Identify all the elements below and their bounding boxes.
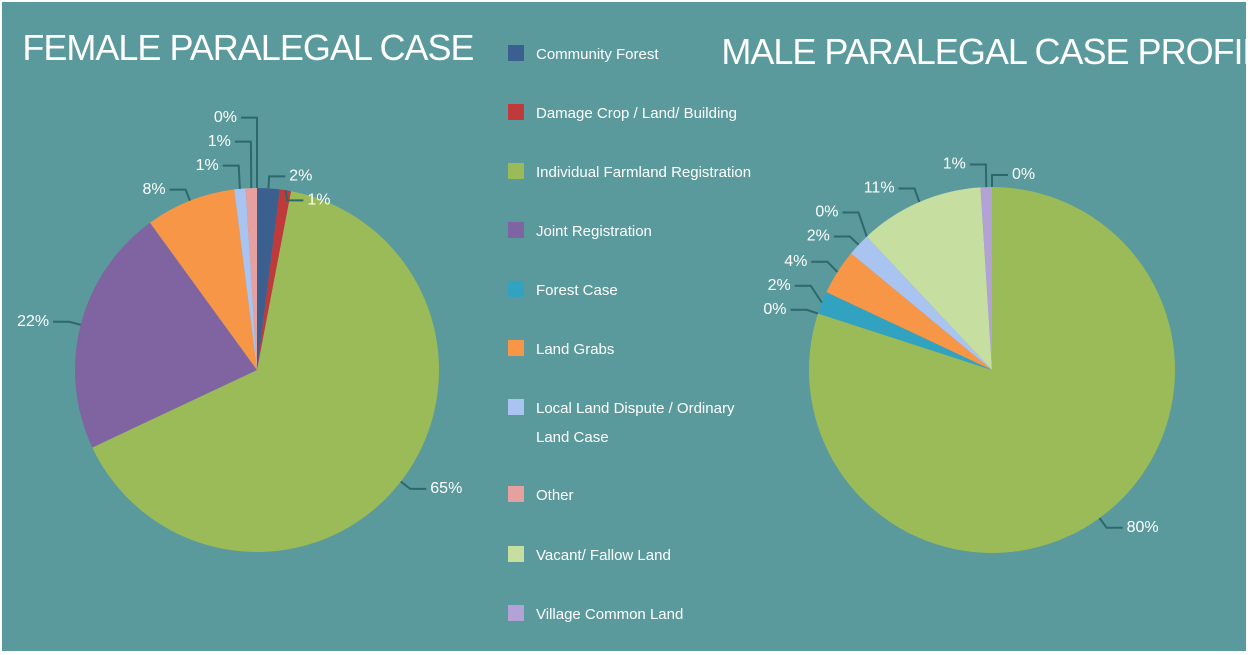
legend-swatch bbox=[508, 486, 524, 502]
legend-label: Community Forest bbox=[536, 46, 659, 63]
value-label: 1% bbox=[307, 192, 330, 209]
value-label: 2% bbox=[768, 277, 791, 294]
value-label: 0% bbox=[1012, 166, 1035, 183]
legend-item: Vacant/ Fallow Land bbox=[508, 541, 758, 570]
leader-line bbox=[969, 163, 988, 188]
leader-line bbox=[53, 320, 81, 326]
leader-line bbox=[1098, 517, 1123, 529]
pie-slice bbox=[92, 191, 440, 552]
pie-slice bbox=[150, 189, 257, 370]
legend-swatch bbox=[508, 222, 524, 238]
legend-item: Land Grabs bbox=[508, 335, 758, 364]
legend-item: Other bbox=[508, 481, 758, 510]
pie-slice bbox=[817, 292, 992, 370]
legend-swatch bbox=[508, 340, 524, 356]
pie-slice bbox=[850, 236, 992, 370]
leader-line bbox=[400, 480, 427, 490]
legend-swatch bbox=[508, 163, 524, 179]
legend-label: Local Land Dispute / Ordinary Land Case bbox=[536, 400, 735, 446]
leader-line bbox=[284, 190, 304, 202]
leader-line bbox=[898, 187, 921, 203]
legend-item: Community Forest bbox=[508, 40, 758, 69]
legend-swatch bbox=[508, 281, 524, 297]
leader-line bbox=[241, 116, 258, 188]
value-label: 1% bbox=[943, 156, 966, 173]
legend-label: Vacant/ Fallow Land bbox=[536, 547, 671, 564]
pie-slice bbox=[866, 187, 992, 370]
leader-line bbox=[234, 140, 253, 189]
value-label: 1% bbox=[208, 133, 231, 150]
leader-line bbox=[222, 164, 241, 189]
legend-label: Land Grabs bbox=[536, 341, 615, 358]
value-label: 2% bbox=[289, 168, 312, 185]
pie-slice bbox=[826, 253, 992, 370]
legend-swatch bbox=[508, 546, 524, 562]
legend-label: Village Common Land bbox=[536, 606, 684, 623]
value-label: 80% bbox=[1127, 519, 1159, 536]
legend-item: Local Land Dispute / Ordinary Land Case bbox=[508, 394, 758, 452]
leader-line bbox=[790, 308, 819, 315]
legend-swatch bbox=[508, 605, 524, 621]
legend-item: Village Common Land bbox=[508, 600, 758, 629]
legend-item: Individual Farmland Registration bbox=[508, 158, 758, 187]
leader-line bbox=[842, 211, 868, 237]
pie-slice bbox=[257, 188, 280, 370]
value-label: 8% bbox=[142, 181, 165, 198]
pie-slice bbox=[257, 189, 292, 370]
value-label: 4% bbox=[784, 253, 807, 270]
pie-slice bbox=[980, 187, 992, 370]
value-label: 0% bbox=[763, 301, 786, 318]
leader-line bbox=[811, 260, 839, 273]
legend-label: Damage Crop / Land/ Building bbox=[536, 105, 737, 122]
leader-line bbox=[833, 235, 860, 246]
legend-swatch bbox=[508, 45, 524, 61]
legend-item: Damage Crop / Land/ Building bbox=[508, 99, 758, 128]
legend-label: Joint Registration bbox=[536, 223, 652, 240]
value-label: 22% bbox=[17, 313, 49, 330]
value-label: 0% bbox=[214, 109, 237, 126]
leader-line bbox=[267, 175, 286, 189]
pie-slice bbox=[75, 222, 258, 448]
legend-label: Forest Case bbox=[536, 282, 618, 299]
value-label: 0% bbox=[815, 204, 838, 221]
value-label: 1% bbox=[196, 157, 219, 174]
legend-swatch bbox=[508, 104, 524, 120]
legend-item: Forest Case bbox=[508, 276, 758, 305]
value-label: 65% bbox=[430, 480, 462, 497]
legend-label: Other bbox=[536, 487, 574, 504]
legend-item: Joint Registration bbox=[508, 217, 758, 246]
chart-title: MALE PARALEGAL CASE PROFILE bbox=[721, 31, 1246, 72]
leader-line bbox=[794, 284, 823, 304]
chart-title: FEMALE PARALEGAL CASE bbox=[22, 27, 473, 68]
legend-swatch bbox=[508, 399, 524, 415]
leader-line bbox=[991, 174, 1008, 187]
leader-line bbox=[169, 188, 191, 202]
value-label: 2% bbox=[807, 228, 830, 245]
pie-slice bbox=[234, 188, 257, 370]
pie-slice bbox=[245, 188, 257, 370]
legend-label: Individual Farmland Registration bbox=[536, 164, 752, 181]
value-label: 11% bbox=[864, 180, 895, 197]
